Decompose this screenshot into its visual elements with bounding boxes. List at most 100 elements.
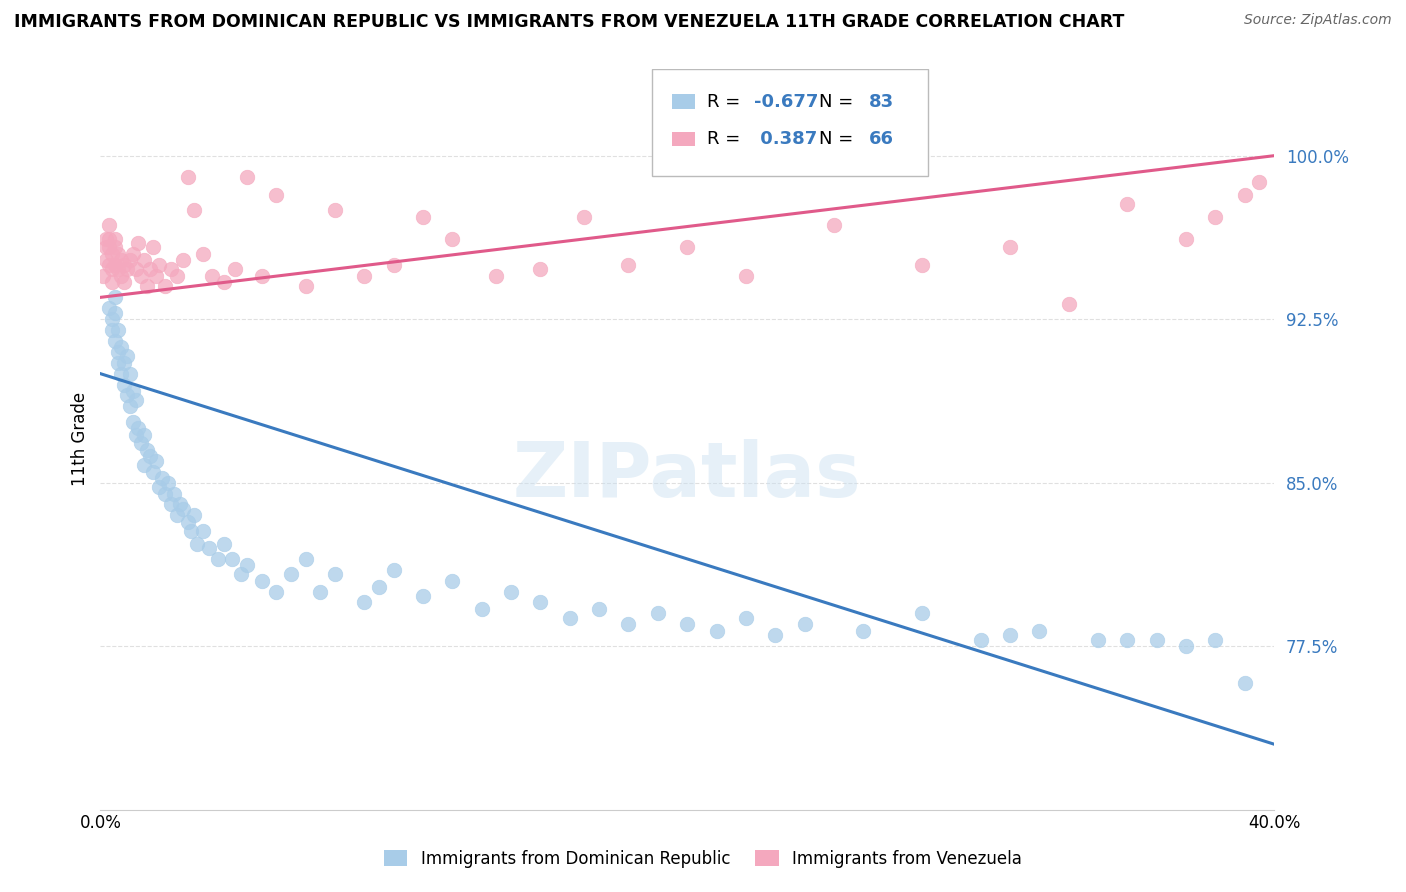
Point	[110, 253, 132, 268]
Point	[115, 262, 138, 277]
Y-axis label: 11th Grade: 11th Grade	[72, 392, 89, 486]
Point	[163, 486, 186, 500]
Point	[1087, 632, 1109, 647]
Text: R =: R =	[707, 93, 747, 111]
Point	[128, 421, 150, 435]
Point	[353, 595, 375, 609]
Point	[166, 508, 188, 523]
Point	[131, 268, 153, 283]
Point	[153, 279, 176, 293]
Point	[368, 580, 391, 594]
Point	[647, 607, 669, 621]
Point	[112, 275, 135, 289]
Point	[104, 240, 127, 254]
Point	[183, 203, 205, 218]
Point	[134, 458, 156, 473]
Text: -0.677: -0.677	[754, 93, 818, 111]
Point	[998, 240, 1021, 254]
Point	[118, 367, 141, 381]
Text: 0.387: 0.387	[754, 130, 817, 148]
Point	[96, 240, 118, 254]
FancyBboxPatch shape	[652, 69, 928, 176]
Point	[734, 268, 756, 283]
Point	[236, 558, 259, 573]
Point	[101, 323, 124, 337]
Point	[159, 262, 181, 277]
Point	[250, 268, 273, 283]
Point	[150, 471, 173, 485]
Point	[107, 323, 129, 337]
Text: 66: 66	[869, 130, 894, 148]
Point	[159, 497, 181, 511]
Point	[112, 258, 135, 272]
Point	[136, 442, 159, 457]
Point	[471, 602, 494, 616]
Point	[266, 188, 288, 202]
FancyBboxPatch shape	[672, 131, 696, 146]
Point	[224, 262, 246, 277]
Point	[706, 624, 728, 638]
Point	[1233, 676, 1256, 690]
Point	[558, 611, 581, 625]
Point	[574, 210, 596, 224]
Point	[177, 515, 200, 529]
Point	[1057, 297, 1080, 311]
Point	[617, 617, 640, 632]
Point	[101, 262, 124, 277]
Point	[134, 253, 156, 268]
Point	[110, 268, 132, 283]
Point	[485, 268, 508, 283]
Point	[793, 617, 815, 632]
Point	[763, 628, 786, 642]
Point	[1233, 188, 1256, 202]
Point	[221, 552, 243, 566]
Point	[98, 219, 121, 233]
Point	[169, 497, 191, 511]
Point	[294, 279, 316, 293]
Point	[112, 377, 135, 392]
Point	[1204, 210, 1226, 224]
Point	[852, 624, 875, 638]
Point	[180, 524, 202, 538]
Point	[501, 584, 523, 599]
Point	[1175, 231, 1198, 245]
Legend: Immigrants from Dominican Republic, Immigrants from Venezuela: Immigrants from Dominican Republic, Immi…	[377, 844, 1029, 875]
Point	[110, 341, 132, 355]
Point	[166, 268, 188, 283]
Point	[676, 240, 699, 254]
Point	[96, 231, 118, 245]
Point	[1116, 196, 1139, 211]
Text: 83: 83	[869, 93, 894, 111]
Point	[998, 628, 1021, 642]
Point	[107, 356, 129, 370]
Point	[191, 524, 214, 538]
Point	[911, 258, 934, 272]
Point	[145, 268, 167, 283]
Point	[412, 589, 434, 603]
Point	[96, 253, 118, 268]
Point	[1249, 175, 1271, 189]
Point	[118, 253, 141, 268]
Text: R =: R =	[707, 130, 747, 148]
Point	[412, 210, 434, 224]
Point	[104, 305, 127, 319]
Point	[139, 450, 162, 464]
Point	[91, 268, 114, 283]
Point	[131, 436, 153, 450]
Point	[124, 262, 146, 277]
Point	[529, 595, 551, 609]
Point	[104, 334, 127, 348]
Point	[104, 258, 127, 272]
Point	[104, 290, 127, 304]
Point	[98, 258, 121, 272]
Point	[1146, 632, 1168, 647]
Point	[101, 275, 124, 289]
Point	[104, 231, 127, 245]
Point	[115, 388, 138, 402]
Point	[323, 567, 346, 582]
Point	[198, 541, 221, 555]
Point	[323, 203, 346, 218]
Point	[969, 632, 991, 647]
Point	[172, 501, 194, 516]
Point	[1028, 624, 1050, 638]
